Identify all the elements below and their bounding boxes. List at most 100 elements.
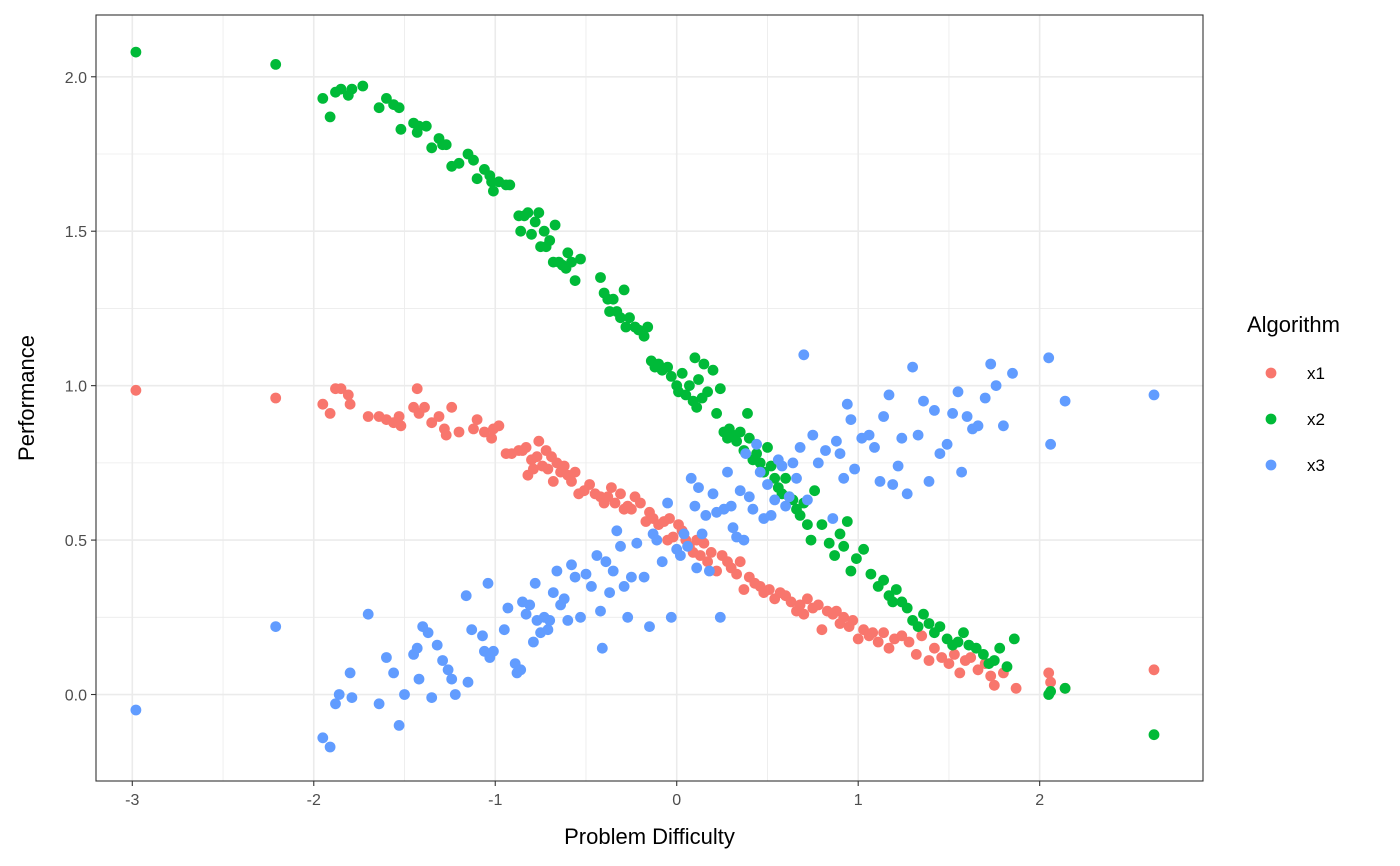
point-x1 [531, 451, 543, 463]
point-x2 [569, 275, 581, 286]
point-x3 [972, 420, 984, 432]
legend-key-x2 [1265, 413, 1277, 425]
x-axis-ticks: -3 -2 -1 0 1 2 [125, 781, 1044, 809]
point-x2 [698, 358, 710, 370]
point-x3 [845, 414, 857, 425]
point-x3 [330, 698, 341, 710]
point-x3 [704, 565, 715, 577]
point-x3 [477, 630, 488, 642]
point-x1 [426, 417, 438, 429]
point-x1 [943, 658, 955, 669]
y-tick-label: 1.5 [65, 224, 87, 241]
point-x3 [675, 550, 686, 561]
point-x1 [602, 491, 614, 503]
point-x3 [393, 720, 405, 731]
point-x2 [1001, 661, 1013, 673]
point-x3 [678, 528, 690, 540]
point-x1 [528, 463, 539, 475]
point-x3 [682, 540, 693, 552]
point-x3 [270, 621, 282, 632]
point-x3 [544, 615, 556, 626]
point-x2 [751, 448, 762, 459]
point-x3 [787, 457, 799, 469]
point-x3 [586, 581, 597, 592]
point-x3 [901, 488, 913, 500]
point-x2 [754, 457, 766, 469]
point-x1 [838, 611, 850, 623]
point-x3 [769, 494, 781, 506]
point-x3 [714, 611, 726, 623]
point-x1 [344, 398, 356, 410]
point-x1 [520, 442, 532, 453]
point-x2 [823, 537, 835, 549]
point-x3 [802, 494, 813, 506]
point-x1 [609, 497, 621, 509]
point-x3 [700, 510, 712, 521]
point-x3 [569, 571, 581, 583]
point-x2 [453, 157, 465, 169]
point-x2 [952, 636, 964, 648]
point-x1 [471, 414, 483, 425]
point-x2 [270, 59, 282, 70]
point-x2 [689, 352, 701, 364]
point-x2 [878, 574, 889, 586]
point-x3 [812, 457, 824, 469]
y-axis-title: Performance [14, 335, 39, 461]
point-x1 [949, 649, 960, 660]
point-x2 [562, 247, 574, 259]
point-x1 [493, 420, 505, 432]
point-x2 [676, 367, 688, 379]
point-x3 [820, 445, 831, 456]
point-x3 [644, 621, 655, 632]
point-x2 [934, 621, 946, 632]
point-x2 [994, 642, 1006, 654]
point-x2 [346, 83, 358, 95]
point-x3 [130, 704, 142, 716]
point-x3 [626, 571, 637, 583]
point-x1 [411, 383, 423, 395]
point-x3 [693, 482, 704, 493]
point-x3 [362, 608, 374, 620]
legend-label-x3: x3 [1307, 456, 1325, 475]
point-x3 [656, 556, 668, 568]
point-x2 [549, 219, 561, 231]
point-x3 [754, 466, 766, 478]
point-x3 [1045, 438, 1056, 450]
point-x2 [317, 93, 329, 104]
x-tick-label: -3 [125, 792, 139, 809]
point-x3 [566, 559, 577, 571]
point-x2 [684, 380, 695, 391]
point-x1 [1043, 667, 1055, 679]
point-x3 [333, 689, 345, 700]
point-x2 [357, 80, 369, 92]
legend-title: Algorithm [1247, 312, 1340, 337]
point-x3 [346, 692, 358, 703]
x-tick-label: 1 [854, 792, 863, 809]
point-x3 [551, 565, 563, 577]
point-x1 [896, 630, 908, 642]
point-x3 [762, 479, 773, 490]
point-x2 [765, 460, 777, 472]
point-x3 [751, 438, 762, 450]
point-x2 [1059, 682, 1071, 694]
point-x2 [780, 472, 791, 484]
point-x3 [413, 673, 425, 685]
point-x1 [936, 652, 948, 663]
point-x2 [662, 361, 673, 373]
point-x1 [626, 503, 637, 515]
point-x2 [742, 408, 753, 419]
point-x3 [878, 411, 889, 422]
point-x1 [324, 408, 336, 419]
point-x3 [591, 550, 603, 561]
point-x1 [903, 636, 915, 648]
point-x3 [381, 652, 392, 663]
data-points [130, 46, 1160, 753]
point-x3 [869, 442, 880, 453]
point-x2 [620, 321, 632, 333]
y-tick-label: 2.0 [65, 70, 87, 87]
point-x3 [689, 500, 701, 512]
point-x3 [798, 349, 810, 361]
point-x3 [912, 429, 924, 441]
point-x2 [638, 330, 650, 342]
point-x2 [958, 627, 969, 639]
